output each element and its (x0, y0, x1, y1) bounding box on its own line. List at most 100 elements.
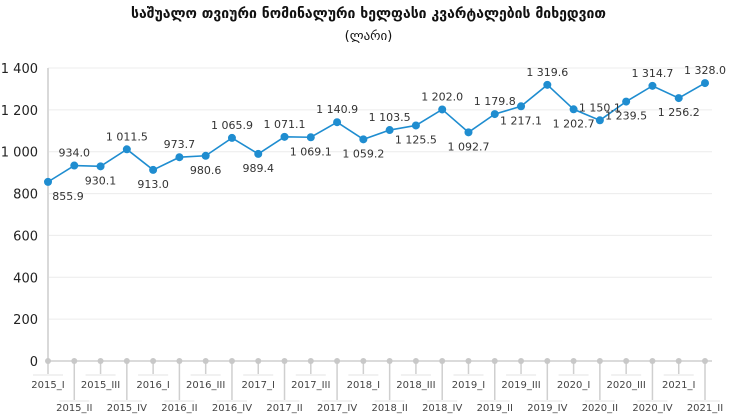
data-label: 1 202.0 (421, 90, 463, 103)
zero-marker (71, 358, 78, 364)
data-point (201, 151, 210, 160)
data-point (175, 153, 184, 162)
zero-marker (675, 358, 682, 364)
zero-marker (334, 358, 341, 364)
data-point (333, 118, 342, 127)
data-point (385, 126, 394, 135)
y-tick-label: 200 (13, 313, 38, 328)
data-point (438, 105, 447, 114)
zero-marker (123, 358, 130, 364)
zero-marker (228, 358, 235, 364)
x-tick-label: 2020_III (607, 380, 646, 391)
x-tick-label: 2017_IV (317, 403, 357, 414)
data-point (306, 133, 315, 142)
data-label: 1 011.5 (106, 130, 148, 143)
y-tick-label: 1 400 (1, 62, 38, 77)
zero-marker (281, 358, 288, 364)
data-label: 1 103.5 (369, 111, 411, 124)
x-tick-label: 2015_I (31, 380, 64, 391)
data-label: 980.6 (190, 164, 222, 177)
data-label: 855.9 (52, 190, 84, 203)
zero-marker (255, 358, 262, 364)
chart-title: საშუალო თვიური ნომინალური ხელფასი კვარტა… (131, 6, 606, 22)
x-tick-label: 2019_II (477, 403, 513, 414)
data-label: 1 314.7 (631, 67, 673, 80)
zero-marker (45, 358, 51, 364)
data-label: 1 071.1 (264, 118, 306, 131)
zero-marker (150, 358, 157, 364)
data-point (411, 121, 420, 130)
x-tick-label: 2015_III (81, 380, 120, 391)
data-point (543, 80, 552, 89)
zero-marker (465, 358, 472, 364)
y-tick-label: 1 000 (1, 146, 38, 161)
data-point (569, 105, 578, 114)
data-label: 989.4 (242, 162, 274, 175)
zero-marker (518, 358, 525, 364)
x-tick-label: 2015_II (56, 403, 92, 414)
data-point (280, 132, 289, 141)
data-label: 913.0 (137, 178, 169, 191)
x-tick-label: 2016_IV (212, 403, 252, 414)
data-label: 930.1 (85, 174, 117, 187)
x-tick-label: 2017_I (242, 380, 275, 391)
data-label: 1 179.8 (474, 95, 516, 108)
data-label: 1 150.1 (579, 101, 621, 114)
data-point (490, 110, 499, 119)
data-point (648, 81, 657, 90)
y-tick-label: 400 (13, 271, 38, 286)
data-label: 973.7 (164, 138, 196, 151)
x-tick-label: 2016_II (161, 403, 197, 414)
data-point (149, 165, 158, 174)
x-tick-label: 2020_I (557, 380, 590, 391)
data-label: 1 256.2 (658, 106, 700, 119)
x-tick-label: 2021_II (687, 403, 723, 414)
data-point (464, 128, 473, 137)
data-point (70, 161, 79, 170)
data-label: 1 239.5 (605, 110, 647, 123)
data-point (701, 79, 709, 88)
series-line (47, 82, 706, 183)
zero-marker (544, 358, 551, 364)
data-label: 1 202.7 (553, 117, 595, 130)
zero-marker (491, 358, 498, 364)
data-label: 1 140.9 (316, 103, 358, 116)
data-label: 1 328.0 (684, 64, 726, 77)
x-tick-label: 2017_III (291, 380, 330, 391)
data-label: 1 092.7 (447, 140, 489, 153)
chart-subtitle: (ლარი) (344, 29, 393, 44)
zero-marker (596, 358, 603, 364)
x-tick-label: 2016_I (136, 380, 169, 391)
data-point (674, 94, 683, 103)
x-tick-label: 2021_I (662, 380, 695, 391)
data-label: 934.0 (59, 147, 91, 160)
data-point (122, 145, 131, 154)
data-point (96, 162, 105, 171)
zero-marker (97, 358, 104, 364)
x-tick-label: 2018_I (347, 380, 380, 391)
y-tick-label: 1 200 (1, 104, 38, 119)
x-tick-label: 2018_IV (422, 403, 462, 414)
data-point (595, 116, 604, 125)
data-label: 1 059.2 (342, 147, 384, 160)
data-label: 1 319.6 (526, 66, 568, 79)
data-label: 1 125.5 (395, 133, 437, 146)
data-label: 1 065.9 (211, 119, 253, 132)
x-tick-label: 2016_III (186, 380, 225, 391)
zero-marker (360, 358, 367, 364)
data-label: 1 069.1 (290, 145, 332, 158)
x-tick-label: 2019_I (452, 380, 485, 391)
x-tick-label: 2017_II (266, 403, 302, 414)
x-tick-label: 2018_III (396, 380, 435, 391)
x-tick-label: 2018_II (371, 403, 407, 414)
zero-marker (649, 358, 656, 364)
y-tick-label: 800 (13, 188, 38, 203)
zero-marker (439, 358, 446, 364)
data-label: 1 217.1 (500, 114, 542, 127)
zero-marker (412, 358, 419, 364)
y-tick-label: 600 (13, 229, 38, 244)
data-point (254, 149, 263, 158)
zero-marker (176, 358, 183, 364)
data-point (622, 97, 631, 106)
x-tick-label: 2019_III (501, 380, 540, 391)
